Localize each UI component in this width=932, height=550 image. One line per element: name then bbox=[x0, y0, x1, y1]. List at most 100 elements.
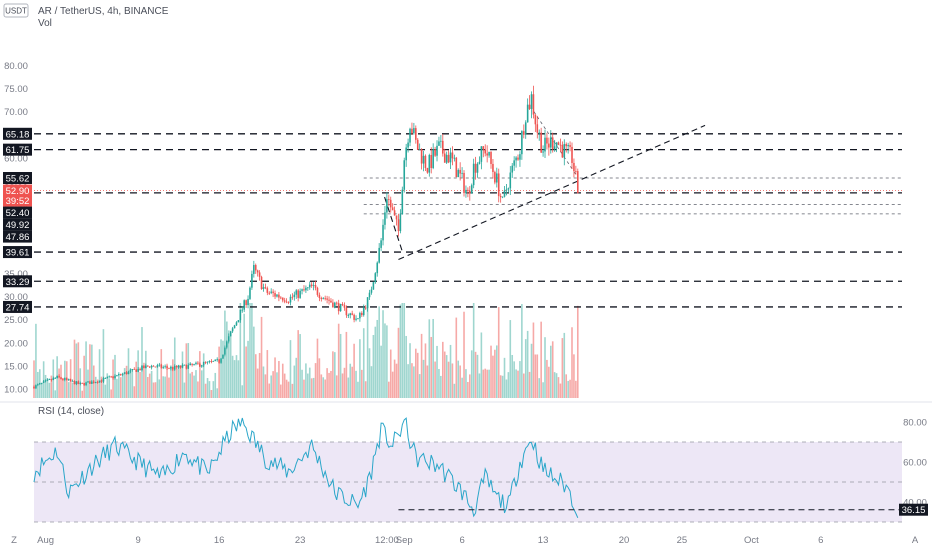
candle-body bbox=[561, 144, 564, 158]
candle-body bbox=[411, 128, 413, 134]
volume-bar bbox=[44, 374, 47, 398]
volume-bar bbox=[405, 335, 407, 398]
candle-body bbox=[494, 172, 496, 183]
corner-right-label[interactable]: A bbox=[912, 535, 919, 546]
corner-left-label[interactable]: Z bbox=[11, 535, 17, 546]
price-tick-label: 80.00 bbox=[4, 61, 28, 72]
candle-body bbox=[222, 354, 224, 359]
candle-body bbox=[314, 285, 317, 288]
horizontal-levels[interactable] bbox=[34, 133, 902, 308]
volume-bar bbox=[399, 304, 402, 398]
volume-bar bbox=[258, 352, 261, 398]
candle-body bbox=[268, 292, 271, 294]
price-tag-value: 55.62 bbox=[6, 174, 30, 185]
volume-bar bbox=[131, 371, 134, 398]
candle-body bbox=[575, 171, 577, 172]
volume-bar bbox=[561, 338, 564, 398]
volume-bar bbox=[403, 303, 406, 398]
volume-bar bbox=[283, 373, 286, 398]
volume-bar bbox=[447, 361, 450, 398]
volume-bar bbox=[85, 341, 87, 398]
volume-bar bbox=[362, 328, 365, 398]
volume-bar bbox=[422, 359, 425, 398]
volume-bar bbox=[266, 350, 269, 398]
candle-body bbox=[191, 363, 193, 365]
candle-body bbox=[451, 152, 454, 159]
volume-bar bbox=[359, 339, 361, 398]
candle-body bbox=[91, 381, 93, 384]
volume-bar bbox=[474, 351, 477, 398]
volume-bar bbox=[206, 378, 209, 398]
rsi-tick-label: 80.00 bbox=[903, 418, 927, 429]
candle-body bbox=[528, 104, 531, 109]
candle-body bbox=[121, 373, 124, 375]
candle-body bbox=[270, 291, 272, 293]
currency-badge[interactable] bbox=[3, 3, 29, 18]
candle-body bbox=[170, 367, 172, 369]
volume-bar bbox=[89, 344, 91, 398]
volume-bar bbox=[145, 350, 147, 398]
candle-body bbox=[260, 276, 263, 290]
candle-body bbox=[532, 94, 535, 115]
volume-bar bbox=[191, 371, 193, 398]
price-tick-label: 75.00 bbox=[4, 84, 28, 95]
volume-bar bbox=[380, 345, 382, 398]
volume-bar bbox=[511, 354, 514, 398]
candle-body bbox=[438, 141, 440, 146]
candle-body bbox=[447, 154, 450, 163]
candle-body bbox=[48, 379, 51, 381]
price-tag: 55.62 bbox=[3, 172, 32, 185]
volume-bar bbox=[175, 368, 178, 398]
candle-body bbox=[559, 144, 562, 146]
volume-bar bbox=[183, 382, 186, 398]
volume-bar bbox=[212, 381, 215, 398]
volume-bar bbox=[415, 348, 417, 398]
candle-body bbox=[497, 173, 500, 197]
volume-bar bbox=[200, 370, 203, 398]
rsi-axis[interactable]: 80.00 60.00 40.00 bbox=[903, 418, 927, 509]
volume-bar bbox=[94, 376, 97, 398]
volume-bar bbox=[260, 316, 263, 398]
candle-body bbox=[536, 124, 539, 133]
rsi-series-line bbox=[33, 417, 579, 519]
volume-bar bbox=[187, 343, 190, 398]
rsi-band bbox=[34, 441, 902, 523]
candle-body bbox=[235, 322, 238, 326]
volume-bar bbox=[445, 355, 448, 398]
candle-body bbox=[341, 304, 344, 306]
candle-body bbox=[524, 122, 527, 135]
volume-bar bbox=[334, 352, 336, 398]
candle-body bbox=[434, 149, 436, 156]
candle-body bbox=[334, 302, 336, 308]
volume-bar bbox=[557, 377, 560, 398]
candle-body bbox=[146, 365, 149, 367]
volume-bar bbox=[272, 371, 274, 398]
candle-body bbox=[243, 300, 245, 310]
volume-bar bbox=[281, 363, 284, 398]
candle-body bbox=[172, 367, 174, 370]
candle-body bbox=[224, 347, 226, 355]
price-tag-box bbox=[3, 300, 32, 313]
volume-bar bbox=[420, 333, 423, 398]
volume-bar bbox=[575, 380, 577, 398]
price-tag-box bbox=[3, 246, 32, 259]
candle-body bbox=[490, 152, 492, 164]
candle-body bbox=[488, 152, 490, 156]
volume-bar bbox=[459, 365, 461, 398]
volume-bar bbox=[455, 317, 458, 398]
candle-body bbox=[567, 145, 569, 147]
price-tag-value: 33.29 bbox=[6, 277, 30, 288]
candle-body bbox=[521, 131, 523, 155]
volume-bar bbox=[278, 361, 280, 398]
candle-body bbox=[515, 157, 517, 161]
candle-body bbox=[449, 152, 452, 163]
candle-body bbox=[233, 325, 236, 329]
candle-body bbox=[501, 196, 504, 198]
volume-bar bbox=[395, 363, 398, 398]
volume-bar bbox=[102, 329, 105, 398]
candle-body bbox=[544, 137, 546, 152]
time-tick-label: Oct bbox=[744, 535, 759, 546]
volume-bar bbox=[324, 379, 326, 398]
